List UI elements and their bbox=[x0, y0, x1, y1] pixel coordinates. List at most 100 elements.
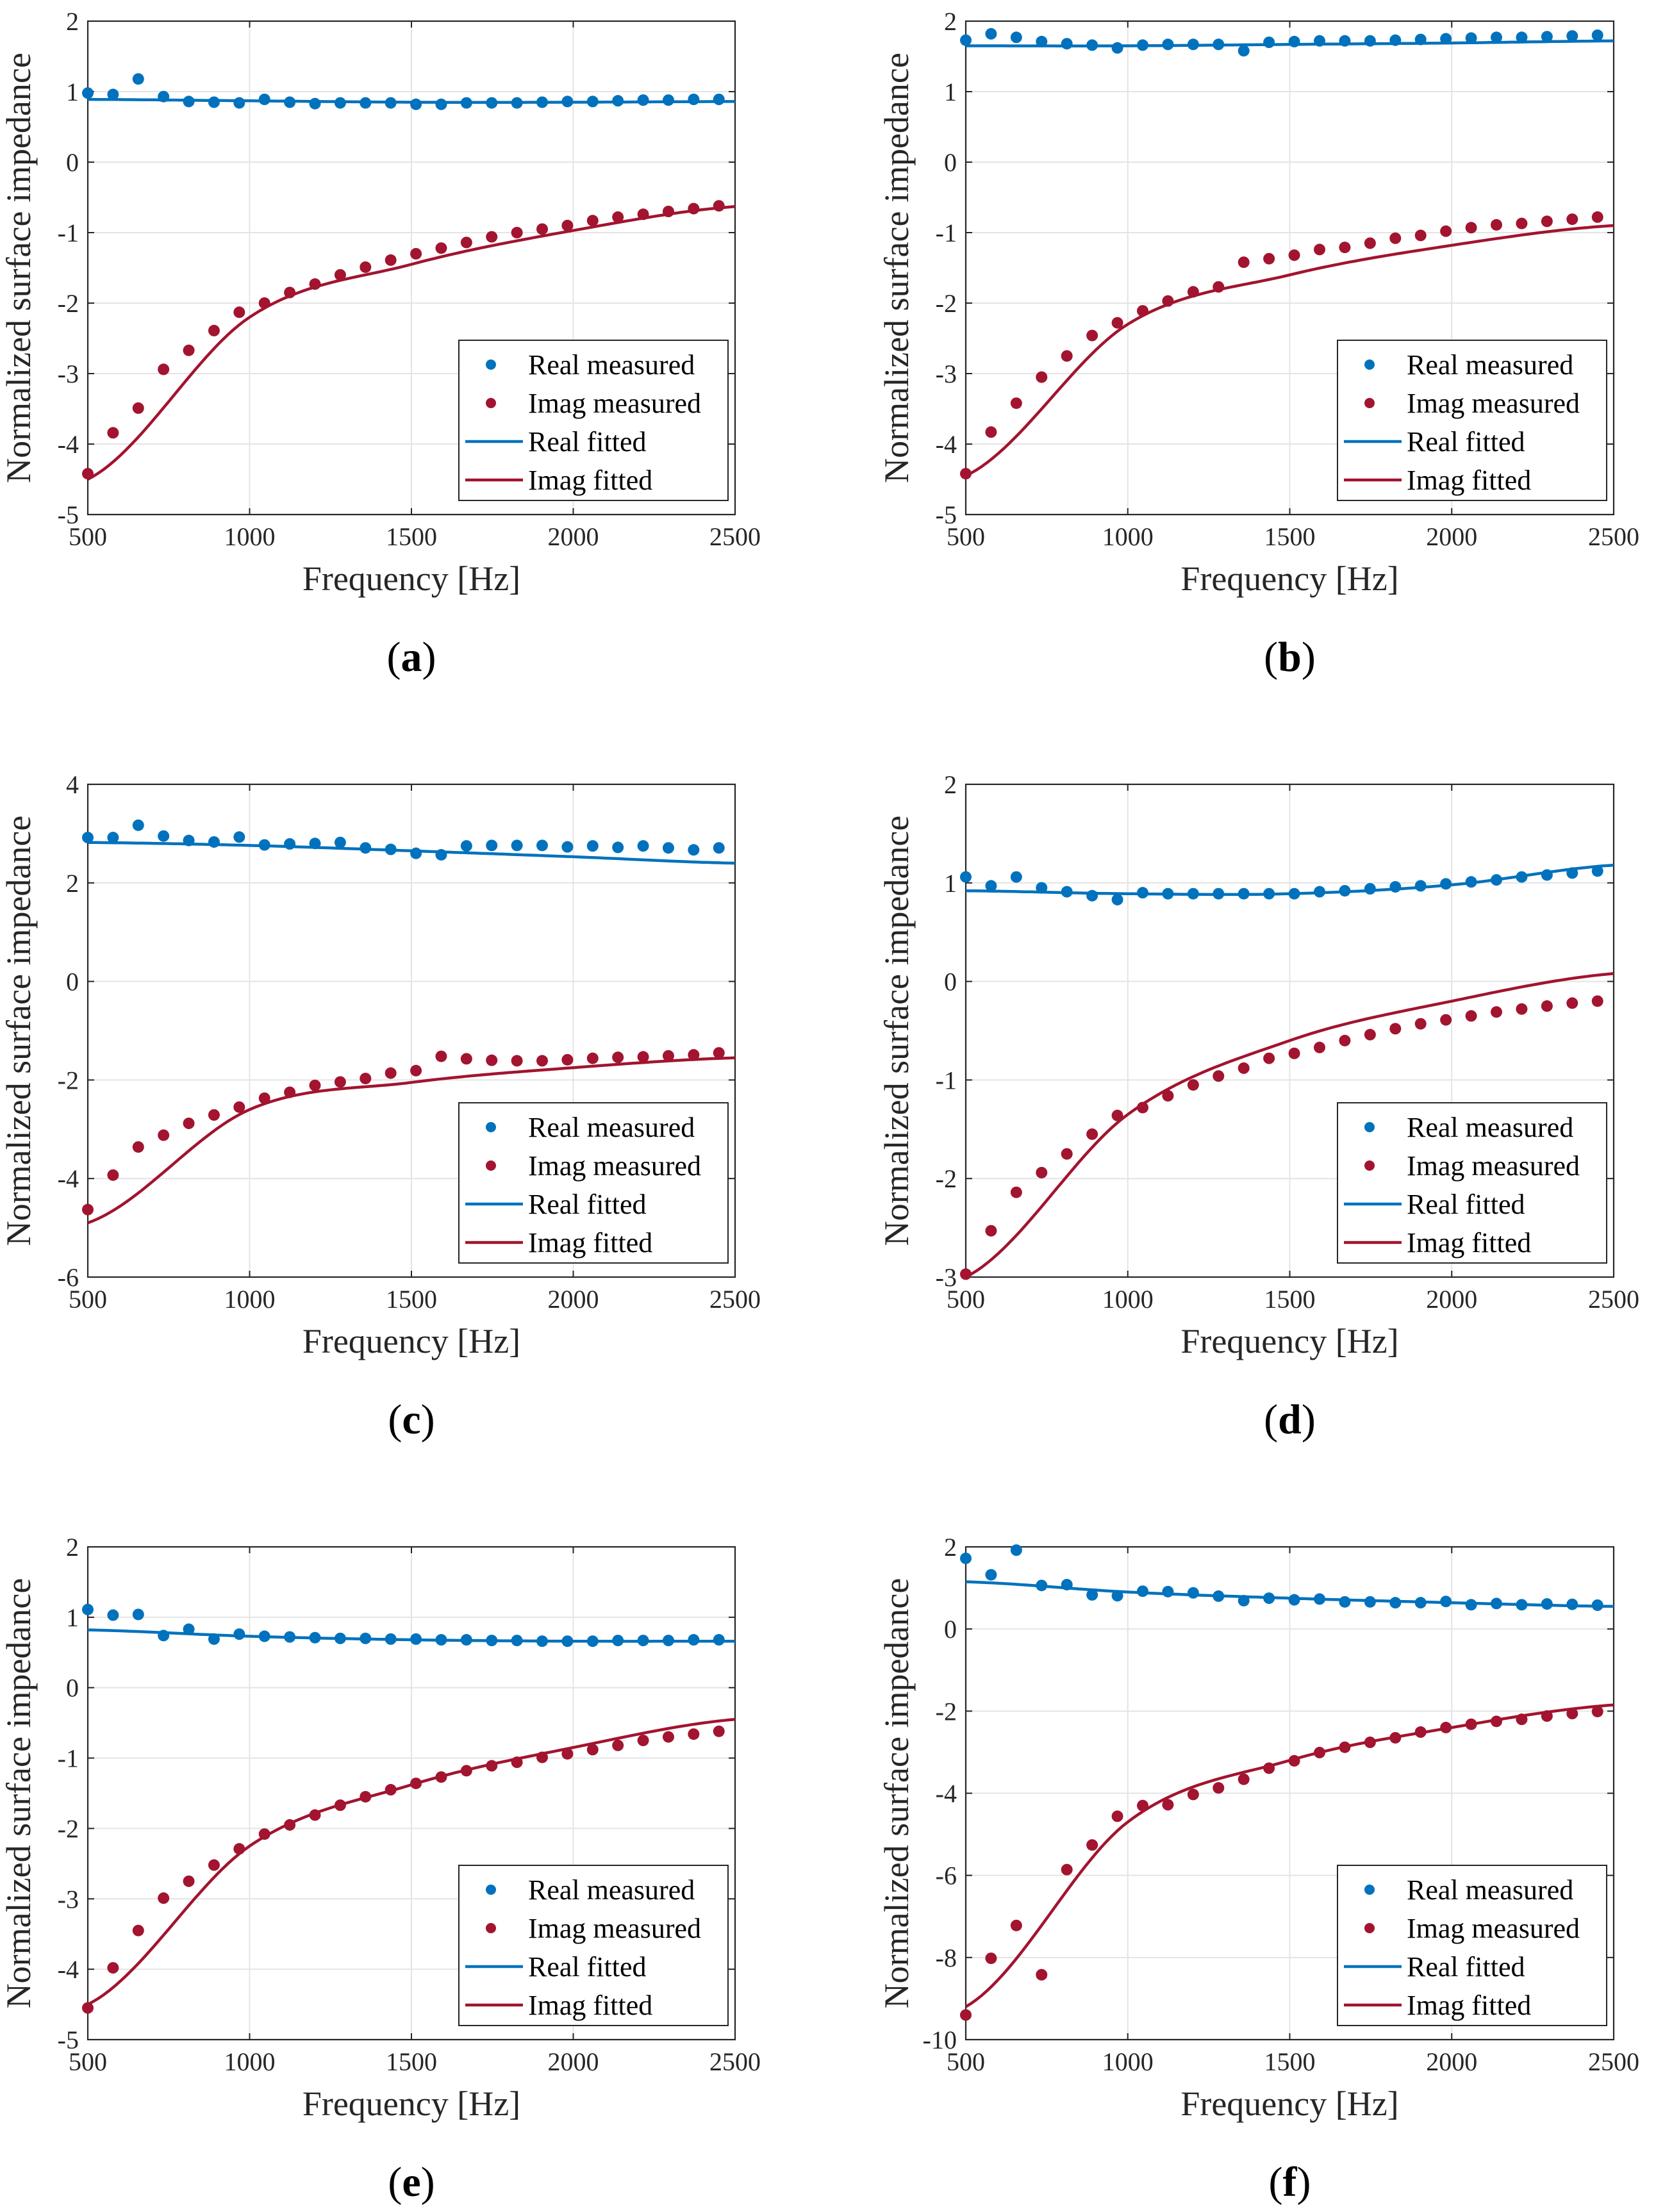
data-point bbox=[82, 1603, 94, 1615]
data-point bbox=[536, 96, 549, 108]
data-point bbox=[662, 94, 674, 106]
data-point bbox=[309, 838, 321, 850]
data-point bbox=[107, 1169, 119, 1181]
ticks: 500 1000 1500 2000 2500 -5 -4 -3 -2 -1 0 1 2 bbox=[58, 1533, 761, 2076]
data-point bbox=[1414, 1597, 1427, 1609]
data-point bbox=[1061, 350, 1073, 362]
y-axis-label: Normalized surface impedance bbox=[0, 1578, 38, 2009]
data-point bbox=[985, 426, 997, 438]
data-point bbox=[486, 1760, 498, 1772]
y-tick-label: 1 bbox=[66, 78, 79, 106]
y-tick-label: -2 bbox=[58, 1066, 79, 1094]
panel-label: (c) bbox=[388, 1396, 435, 1443]
data-point bbox=[183, 834, 195, 846]
data-point bbox=[132, 73, 144, 85]
data-point bbox=[1465, 222, 1477, 234]
legend-box bbox=[458, 1102, 729, 1264]
y-tick-label: 2 bbox=[66, 7, 79, 36]
data-point bbox=[1314, 35, 1326, 47]
data-point bbox=[1414, 229, 1427, 242]
x-axis-label: Frequency [Hz] bbox=[302, 559, 520, 598]
chart-panel-e: 500 1000 1500 2000 2500 -5 -4 -3 -2 -1 0 1 2 Frequenc… bbox=[0, 1533, 761, 2206]
x-tick-label: 500 bbox=[947, 2047, 985, 2076]
data-point bbox=[1339, 1596, 1351, 1608]
data-point bbox=[1213, 281, 1225, 293]
data-point bbox=[1288, 887, 1300, 900]
data-point bbox=[561, 95, 574, 108]
data-point bbox=[334, 836, 346, 848]
data-point bbox=[612, 1635, 624, 1647]
data-point bbox=[960, 1552, 972, 1564]
legend-marker bbox=[1364, 1160, 1375, 1171]
data-point bbox=[158, 830, 170, 842]
data-point bbox=[158, 1892, 170, 1904]
data-point bbox=[309, 1809, 321, 1821]
data-point bbox=[82, 2002, 94, 2014]
legend-entry: Imag fitted bbox=[1407, 1990, 1531, 2021]
data-point bbox=[612, 841, 624, 854]
data-point bbox=[612, 95, 624, 107]
data-point bbox=[460, 1634, 472, 1646]
legend-entry: Real fitted bbox=[528, 1189, 647, 1220]
data-point bbox=[360, 1790, 372, 1803]
ticks: 500 1000 1500 2000 2500 -6 -4 -2 0 2 4 bbox=[58, 770, 761, 1314]
data-point bbox=[1516, 871, 1528, 883]
data-point bbox=[1036, 1969, 1048, 1981]
data-point bbox=[1465, 32, 1477, 44]
legend-marker bbox=[1364, 359, 1375, 370]
data-point bbox=[208, 1109, 220, 1121]
data-point bbox=[1213, 1782, 1225, 1794]
data-point bbox=[637, 1735, 649, 1747]
data-point bbox=[435, 242, 447, 254]
x-tick-label: 1500 bbox=[1264, 1285, 1316, 1314]
data-point bbox=[1086, 1839, 1098, 1851]
data-point bbox=[960, 1268, 972, 1280]
data-point bbox=[284, 286, 296, 299]
legend: Real measured Imag measured Real fitted Ima… bbox=[458, 340, 729, 501]
data-point bbox=[1414, 33, 1427, 45]
x-axis-label: Frequency [Hz] bbox=[1180, 2084, 1398, 2123]
data-point bbox=[1465, 1010, 1477, 1022]
y-tick-label: -2 bbox=[936, 289, 957, 318]
data-point bbox=[960, 871, 972, 883]
series-imag-measured bbox=[960, 995, 1603, 1280]
x-tick-label: 500 bbox=[69, 522, 107, 551]
y-axis-label: Normalized surface impedance bbox=[0, 53, 38, 483]
y-tick-label: 1 bbox=[66, 1603, 79, 1632]
data-point bbox=[360, 261, 372, 273]
data-point bbox=[360, 97, 372, 109]
y-tick-label: 0 bbox=[944, 968, 957, 996]
data-point bbox=[1213, 1070, 1225, 1082]
data-point bbox=[1288, 35, 1300, 47]
data-point bbox=[410, 248, 422, 260]
x-tick-label: 2500 bbox=[709, 1285, 761, 1314]
data-point bbox=[1389, 1731, 1402, 1744]
y-tick-label: 2 bbox=[944, 7, 957, 36]
legend-marker bbox=[1364, 398, 1375, 408]
data-point bbox=[561, 841, 574, 853]
legend-marker bbox=[486, 1122, 496, 1132]
data-point bbox=[208, 836, 220, 848]
data-point bbox=[1238, 1594, 1250, 1606]
data-point bbox=[536, 839, 549, 852]
x-axis-label: Frequency [Hz] bbox=[302, 2084, 520, 2123]
data-point bbox=[158, 1630, 170, 1642]
data-point bbox=[1339, 1741, 1351, 1753]
data-point bbox=[1491, 219, 1503, 231]
data-point bbox=[385, 254, 397, 266]
x-tick-label: 1000 bbox=[1102, 2047, 1154, 2076]
data-point bbox=[536, 1635, 549, 1647]
x-tick-label: 1000 bbox=[224, 2047, 276, 2076]
y-tick-label: 0 bbox=[66, 148, 79, 177]
legend: Real measured Imag measured Real fitted Ima… bbox=[1337, 1102, 1607, 1264]
data-point bbox=[1364, 1596, 1376, 1608]
data-point bbox=[1162, 1090, 1174, 1102]
data-point bbox=[258, 839, 270, 851]
series-real-measured bbox=[960, 865, 1603, 905]
data-point bbox=[1339, 1034, 1351, 1046]
data-point bbox=[1314, 243, 1326, 256]
data-point bbox=[284, 96, 296, 108]
y-tick-label: 1 bbox=[944, 869, 957, 898]
data-point bbox=[662, 1635, 674, 1647]
data-point bbox=[662, 1050, 674, 1062]
